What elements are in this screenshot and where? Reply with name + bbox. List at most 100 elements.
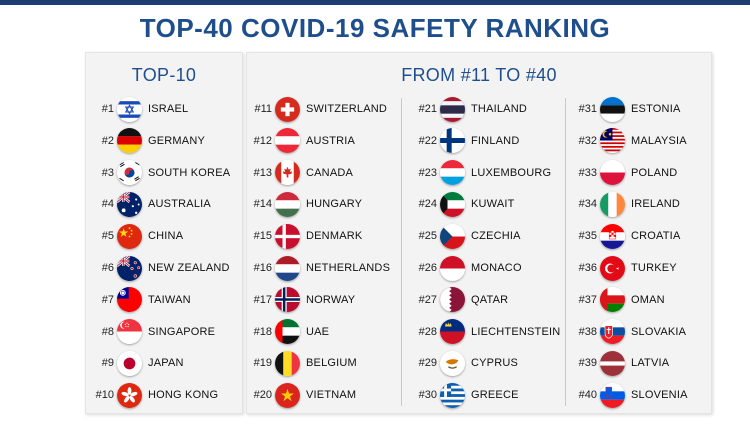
ranking-entry: #20 VIETNAM [250,382,356,408]
rank-number: #34 [578,198,597,211]
ranking-entry: #12 AUSTRIA [250,128,355,154]
singapore-flag-icon [117,319,142,345]
denmark-flag-icon [275,223,300,249]
israel-flag-icon [117,96,142,122]
rank-number: #32 [578,134,597,147]
australia-flag-icon [117,191,142,217]
country-name: CANADA [306,166,354,179]
ranking-entry: #14 HUNGARY [250,191,362,217]
country-name: FINLAND [471,134,520,147]
ranking-entry: #7 TAIWAN [92,287,191,313]
belgium-flag-icon [275,350,300,376]
ranking-entry: #22 FINLAND [415,128,519,154]
country-name: TAIWAN [148,293,191,306]
rank-number: #25 [418,230,437,243]
page-title: TOP-40 COVID-19 SAFETY RANKING [139,13,611,43]
ranking-entry: #1 ISRAEL [92,96,188,122]
ranking-entry: #38 SLOVAKIA [575,319,686,345]
column-divider [401,98,402,406]
rank-number: #10 [95,389,114,402]
column-divider [565,98,566,406]
hungary-flag-icon [275,191,300,217]
country-name: GREECE [471,389,519,402]
top-accent-bar [0,0,750,5]
rank-number: #3 [101,166,114,179]
turkey-flag-icon [600,255,625,281]
country-name: CHINA [148,230,184,243]
country-name: AUSTRIA [306,134,356,147]
country-name: LATVIA [631,357,670,370]
south-korea-flag-icon [117,160,142,186]
germany-flag-icon [117,128,142,154]
ranking-entry: #2 GERMANY [92,128,205,154]
country-name: ESTONIA [631,103,681,115]
rank-number: #36 [578,262,597,274]
hong-kong-flag-icon [117,382,142,408]
country-name: QATAR [471,293,509,306]
canada-flag-icon [275,160,300,186]
luxembourg-flag-icon [440,160,465,186]
kuwait-flag-icon [440,191,465,217]
rank-number: #1 [101,103,114,115]
country-name: LUXEMBOURG [471,166,552,179]
new-zealand-flag-icon [117,255,142,281]
rank-number: #13 [253,166,272,179]
rank-number: #19 [253,357,272,370]
country-name: GERMANY [148,134,206,147]
country-name: HONG KONG [148,389,219,402]
slovenia-flag-icon [600,382,625,408]
rank-number: #40 [578,389,597,402]
rank-number: #17 [253,293,272,306]
top10-panel: TOP-10 [85,52,243,414]
ranking-entry: #35 CROATIA [575,223,680,249]
rest-panel: FROM #11 TO #40 [246,52,712,414]
ranking-entry: #25 CZECHIA [415,223,521,249]
rank-number: #9 [101,357,114,370]
ranking-entry: #34 IRELAND [575,191,680,217]
ranking-entry: #39 LATVIA [575,350,669,376]
rank-number: #20 [253,389,272,402]
country-name: VIETNAM [306,389,357,402]
ranking-entry: #15 DENMARK [250,223,362,249]
rank-number: #15 [253,230,272,243]
cyprus-flag-icon [440,350,465,376]
latvia-flag-icon [600,350,625,376]
rank-number: #31 [578,103,597,115]
qatar-flag-icon [440,287,465,313]
country-name: SWITZERLAND [306,103,388,115]
liechtenstein-flag-icon [440,319,465,345]
ranking-entry: #9 JAPAN [92,350,184,376]
rank-number: #11 [254,103,272,115]
greece-flag-icon [440,382,465,408]
ranking-entry: #17 NORWAY [250,287,355,313]
country-name: SOUTH KOREA [148,166,231,179]
rank-number: #14 [253,198,272,211]
ranking-entry: #10 HONG KONG [92,382,218,408]
rank-number: #30 [418,389,437,402]
country-name: POLAND [631,166,678,179]
rank-number: #39 [578,357,597,370]
rank-number: #6 [101,262,114,274]
rank-number: #16 [253,262,272,274]
oman-flag-icon [600,287,625,313]
top10-heading: TOP-10 [131,65,197,85]
country-name: CZECHIA [471,230,521,243]
ranking-entry: #33 POLAND [575,160,677,186]
ranking-entry: #37 OMAN [575,287,665,313]
rank-number: #8 [101,325,114,338]
estonia-flag-icon [600,96,625,122]
country-name: NORWAY [306,293,356,306]
china-flag-icon [117,223,142,249]
rank-number: #28 [418,325,437,338]
taiwan-flag-icon [117,287,142,313]
rank-number: #7 [101,293,114,306]
ranking-entry: #36 TURKEY [575,255,677,281]
ranking-entry: #32 MALAYSIA [575,128,687,154]
rank-number: #12 [253,134,272,147]
ranking-entry: #3 SOUTH KOREA [92,160,230,186]
croatia-flag-icon [600,223,625,249]
rank-number: #26 [418,262,437,274]
thailand-flag-icon [440,96,465,122]
country-name: KUWAIT [471,198,515,211]
malaysia-flag-icon [600,128,625,154]
